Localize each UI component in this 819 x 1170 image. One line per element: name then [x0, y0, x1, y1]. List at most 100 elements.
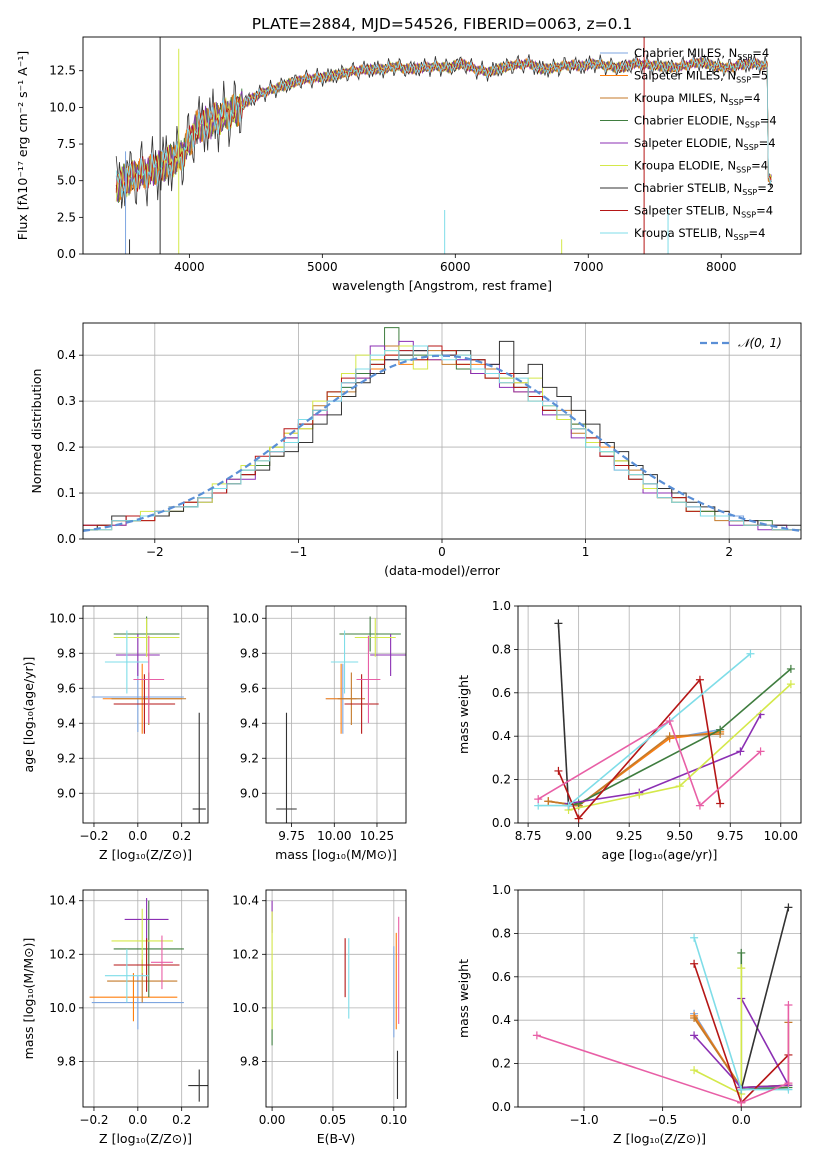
- x-tick-label: 0.0: [732, 1113, 751, 1127]
- x-tick-label: −0.2: [79, 1113, 108, 1127]
- weight-line: [568, 714, 762, 805]
- x-axis-label: Z [log₁₀(Z/Z⊙)]: [613, 1131, 706, 1146]
- y-axis-label: age [log₁₀(age/yr)]: [21, 657, 36, 773]
- x-tick-label: 1: [582, 545, 590, 559]
- weight-marker: [736, 747, 745, 756]
- legend-entry: Salpeter ELODIE, NSSP=4: [634, 136, 776, 152]
- y-tick-label: 10.0: [49, 100, 76, 114]
- y-tick-label: 10.4: [232, 894, 259, 908]
- y-tick-label: 1.0: [492, 883, 511, 897]
- spectrum-line: [115, 57, 772, 198]
- weight-marker: [690, 1014, 699, 1023]
- y-tick-label: 9.8: [57, 646, 76, 660]
- panel-mass-vs-Z: −0.2 0.0 0.2 9.8 10.0 10.2 10.4 Z [log₁₀(Z/Z⊙)]…: [21, 889, 209, 1146]
- y-tick-label: 9.4: [240, 716, 259, 730]
- legend-entry: Kroupa MILES, NSSP=4: [634, 91, 760, 107]
- weight-marker: [574, 799, 583, 808]
- plot-area: [83, 327, 801, 539]
- x-tick-label: 6000: [440, 260, 471, 274]
- weight-marker: [784, 1001, 793, 1010]
- x-tick-label: 9.00: [565, 829, 592, 843]
- weight-line: [568, 668, 792, 807]
- legend-entry: Salpeter STELIB, NSSP=4: [634, 204, 773, 220]
- y-tick-label: 9.8: [240, 646, 259, 660]
- weight-marker: [554, 766, 563, 775]
- plot-area: [115, 37, 772, 254]
- weight-marker: [534, 795, 543, 804]
- weight-marker: [756, 747, 765, 756]
- weight-line: [740, 907, 790, 1090]
- axes-frame: [82, 322, 802, 540]
- x-tick-label: −1: [290, 545, 308, 559]
- legend-entry: Kroupa ELODIE, NSSP=4: [634, 159, 768, 175]
- weight-line: [536, 1005, 790, 1104]
- y-axis-label: mass [log₁₀(M/M⊙)]: [21, 938, 36, 1060]
- legend: Chabrier MILES, NSSP=4 Salpeter MILES, NS…: [600, 46, 777, 242]
- weight-line: [548, 728, 721, 807]
- x-tick-label: 10.25: [360, 829, 394, 843]
- axes-frame: [265, 605, 407, 824]
- x-axis-label: (data-model)/error: [384, 563, 501, 578]
- y-tick-label: 9.8: [57, 1054, 76, 1068]
- y-tick-label: 10.2: [232, 947, 259, 961]
- x-tick-label: 0.00: [259, 1113, 286, 1127]
- y-axis-label: Normed distribution: [29, 369, 44, 494]
- x-tick-label: 0.0: [128, 829, 147, 843]
- weight-marker: [716, 725, 725, 734]
- x-tick-label: 4000: [174, 260, 205, 274]
- plot-area: [276, 616, 406, 823]
- spectrum-line: [115, 57, 772, 195]
- panel-residual-histogram: −2 −1 0 1 2 0.0 0.1 0.2 0.3 0.4 (data-model)/error…: [29, 322, 802, 578]
- x-tick-label: 0: [438, 545, 446, 559]
- axes-frame: [517, 605, 802, 824]
- weight-marker: [784, 903, 793, 912]
- x-tick-label: 9.50: [666, 829, 693, 843]
- x-tick-label: 8000: [706, 260, 737, 274]
- legend-entry: 𝒩(0, 1): [738, 336, 782, 350]
- x-tick-label: 0.0: [128, 1113, 147, 1127]
- y-tick-label: 0.4: [492, 1013, 511, 1027]
- y-tick-label: 0.4: [57, 348, 76, 362]
- weight-marker: [786, 664, 795, 673]
- y-tick-label: 9.2: [240, 751, 259, 765]
- normal-curve: [83, 354, 801, 532]
- weight-marker: [665, 717, 674, 726]
- figure-title: PLATE=2884, MJD=54526, FIBERID=0063, z=0…: [252, 15, 633, 33]
- weight-marker: [737, 1098, 746, 1107]
- x-tick-label: 9.75: [278, 829, 305, 843]
- x-tick-label: −0.2: [79, 829, 108, 843]
- axes-frame: [265, 889, 407, 1108]
- weight-marker: [695, 801, 704, 810]
- x-tick-label: 8.75: [515, 829, 542, 843]
- weight-marker: [690, 1066, 699, 1075]
- axes-frame: [82, 889, 209, 1108]
- weight-marker: [716, 799, 725, 808]
- legend: 𝒩(0, 1): [700, 336, 782, 350]
- x-tick-label: 7000: [573, 260, 604, 274]
- y-tick-label: 0.0: [57, 247, 76, 261]
- y-tick-label: 0.1: [57, 486, 76, 500]
- weight-marker: [695, 675, 704, 684]
- legend-entry: Chabrier ELODIE, NSSP=4: [634, 114, 777, 130]
- y-tick-label: 0.3: [57, 394, 76, 408]
- weight-line: [568, 683, 792, 811]
- y-tick-label: 10.0: [232, 611, 259, 625]
- y-tick-label: 9.4: [57, 716, 76, 730]
- axes-frame: [82, 36, 802, 255]
- panel-age-vs-mass: 9.75 10.00 10.25 9.0 9.2 9.4 9.6 9.8 10.0 mass [l…: [232, 605, 407, 862]
- y-axis-label: Flux [fλ10⁻¹⁷ erg cm⁻² s⁻¹ A⁻¹]: [15, 51, 30, 240]
- x-tick-label: 9.75: [717, 829, 744, 843]
- weight-marker: [737, 948, 746, 957]
- x-tick-label: 0.2: [172, 1113, 191, 1127]
- panel-age-vs-Z: −0.2 0.0 0.2 9.0 9.2 9.4 9.6 9.8 10.0 Z [log₁₀(Z/…: [21, 605, 209, 862]
- weight-marker: [737, 1085, 746, 1094]
- y-tick-label: 9.6: [57, 681, 76, 695]
- x-tick-label: 2: [725, 545, 733, 559]
- y-tick-label: 0.2: [492, 1057, 511, 1071]
- y-tick-label: 10.2: [49, 947, 76, 961]
- y-tick-label: 1.0: [492, 599, 511, 613]
- y-tick-label: 9.6: [240, 681, 259, 695]
- y-tick-label: 9.0: [240, 786, 259, 800]
- y-tick-label: 0.0: [492, 816, 511, 830]
